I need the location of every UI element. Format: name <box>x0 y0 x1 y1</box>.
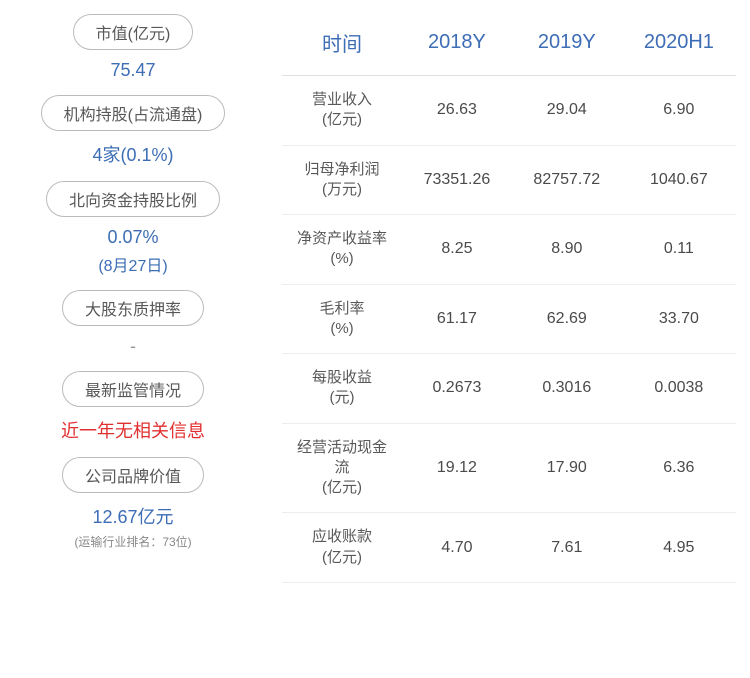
cell-value: 62.69 <box>512 284 622 354</box>
info-label: 市值(亿元) <box>73 14 194 50</box>
metric-label: 净资产收益率(%) <box>282 215 402 285</box>
table-row: 经营活动现金流(亿元) 19.12 17.90 6.36 <box>282 423 736 513</box>
info-value: 75.47 <box>110 60 155 81</box>
table-row: 应收账款(亿元) 4.70 7.61 4.95 <box>282 513 736 583</box>
info-cards-column: 市值(亿元) 75.47 机构持股(占流通盘) 4家(0.1%) 北向资金持股比… <box>14 14 252 664</box>
metric-label: 归母净利润(万元) <box>282 145 402 215</box>
info-card-regulatory: 最新监管情况 近一年无相关信息 <box>14 371 252 455</box>
cell-value: 6.90 <box>622 76 736 146</box>
info-sub: (8月27日) <box>98 252 167 276</box>
cell-value: 0.2673 <box>402 354 512 424</box>
cell-value: 8.90 <box>512 215 622 285</box>
info-card-institutional-holding: 机构持股(占流通盘) 4家(0.1%) <box>14 95 252 179</box>
cell-value: 4.70 <box>402 513 512 583</box>
financial-table: 时间 2018Y 2019Y 2020H1 营业收入(亿元) 26.63 29.… <box>282 14 736 583</box>
cell-value: 1040.67 <box>622 145 736 215</box>
cell-value: 61.17 <box>402 284 512 354</box>
cell-value: 73351.26 <box>402 145 512 215</box>
info-label: 北向资金持股比例 <box>46 181 220 217</box>
cell-value: 17.90 <box>512 423 622 513</box>
table-row: 毛利率(%) 61.17 62.69 33.70 <box>282 284 736 354</box>
info-value: 4家(0.1%) <box>92 141 173 167</box>
column-header-2018: 2018Y <box>402 14 512 76</box>
cell-value: 8.25 <box>402 215 512 285</box>
table-row: 归母净利润(万元) 73351.26 82757.72 1040.67 <box>282 145 736 215</box>
info-card-brand-value: 公司品牌价值 12.67亿元 (运输行业排名：73位) <box>14 457 252 556</box>
table-row: 净资产收益率(%) 8.25 8.90 0.11 <box>282 215 736 285</box>
info-value: 0.07% <box>107 227 158 248</box>
cell-value: 0.3016 <box>512 354 622 424</box>
cell-value: 19.12 <box>402 423 512 513</box>
info-card-market-cap: 市值(亿元) 75.47 <box>14 14 252 93</box>
info-value: 12.67亿元 <box>92 503 173 529</box>
cell-value: 7.61 <box>512 513 622 583</box>
info-value: - <box>130 336 136 357</box>
cell-value: 33.70 <box>622 284 736 354</box>
metric-label: 经营活动现金流(亿元) <box>282 423 402 513</box>
table-header-row: 时间 2018Y 2019Y 2020H1 <box>282 14 736 76</box>
metric-label: 毛利率(%) <box>282 284 402 354</box>
column-header-time: 时间 <box>282 14 402 76</box>
table-row: 营业收入(亿元) 26.63 29.04 6.90 <box>282 76 736 146</box>
metric-label: 应收账款(亿元) <box>282 513 402 583</box>
cell-value: 82757.72 <box>512 145 622 215</box>
info-card-pledge-rate: 大股东质押率 - <box>14 290 252 369</box>
info-card-northbound-holding: 北向资金持股比例 0.07% (8月27日) <box>14 181 252 288</box>
info-label: 公司品牌价值 <box>62 457 204 493</box>
table-row: 每股收益(元) 0.2673 0.3016 0.0038 <box>282 354 736 424</box>
column-header-2019: 2019Y <box>512 14 622 76</box>
column-header-2020h1: 2020H1 <box>622 14 736 76</box>
financial-table-container: 时间 2018Y 2019Y 2020H1 营业收入(亿元) 26.63 29.… <box>282 14 736 664</box>
table-body: 营业收入(亿元) 26.63 29.04 6.90 归母净利润(万元) 7335… <box>282 76 736 583</box>
cell-value: 29.04 <box>512 76 622 146</box>
info-label: 大股东质押率 <box>62 290 204 326</box>
cell-value: 0.0038 <box>622 354 736 424</box>
info-value: 近一年无相关信息 <box>61 417 205 443</box>
info-note: (运输行业排名：73位) <box>74 533 191 550</box>
cell-value: 26.63 <box>402 76 512 146</box>
cell-value: 6.36 <box>622 423 736 513</box>
info-label: 最新监管情况 <box>62 371 204 407</box>
cell-value: 4.95 <box>622 513 736 583</box>
cell-value: 0.11 <box>622 215 736 285</box>
info-label: 机构持股(占流通盘) <box>41 95 226 131</box>
metric-label: 营业收入(亿元) <box>282 76 402 146</box>
metric-label: 每股收益(元) <box>282 354 402 424</box>
